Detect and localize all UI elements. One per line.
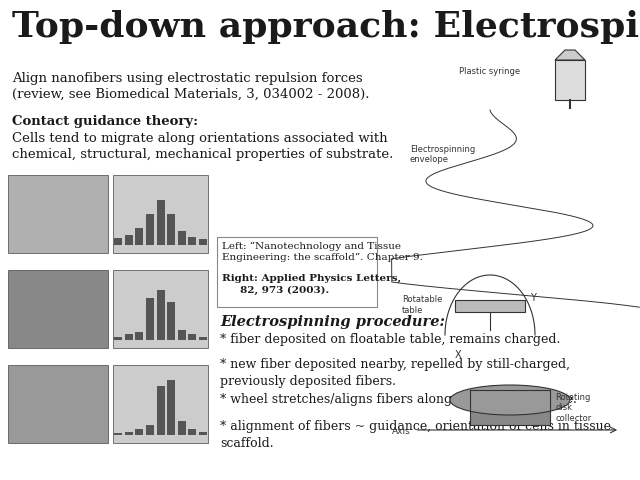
Bar bbox=[157, 200, 164, 245]
Bar bbox=[455, 300, 525, 312]
Text: Rotating
disk
collector: Rotating disk collector bbox=[555, 393, 591, 423]
Text: Y: Y bbox=[530, 293, 536, 303]
Text: Left: “Nanotechnology and Tissue
Engineering: the scaffold”. Chapter 9.: Left: “Nanotechnology and Tissue Enginee… bbox=[222, 242, 423, 262]
Bar bbox=[188, 335, 196, 340]
Text: (review, see Biomedical Materials, 3, 034002 - 2008).: (review, see Biomedical Materials, 3, 03… bbox=[12, 88, 369, 101]
Text: X: X bbox=[455, 350, 461, 360]
Bar bbox=[135, 332, 143, 340]
Text: 82, 973 (2003).: 82, 973 (2003). bbox=[222, 286, 329, 295]
Text: Cells tend to migrate along orientations associated with: Cells tend to migrate along orientations… bbox=[12, 132, 388, 145]
Text: * new fiber deposited nearby, repelled by still-charged,
previously deposited fi: * new fiber deposited nearby, repelled b… bbox=[220, 358, 570, 388]
Bar bbox=[146, 214, 154, 245]
Bar bbox=[555, 60, 585, 100]
Bar bbox=[114, 336, 122, 340]
Text: Top-down approach: Electrospinning: Top-down approach: Electrospinning bbox=[12, 10, 640, 45]
Bar bbox=[199, 240, 207, 245]
Bar bbox=[146, 424, 154, 435]
Text: Axis: Axis bbox=[392, 428, 411, 436]
Ellipse shape bbox=[450, 385, 570, 415]
Bar bbox=[199, 432, 207, 435]
Text: Align nanofibers using electrostatic repulsion forces: Align nanofibers using electrostatic rep… bbox=[12, 72, 363, 85]
Bar bbox=[178, 231, 186, 245]
Bar bbox=[8, 175, 108, 253]
Bar bbox=[188, 430, 196, 435]
Bar bbox=[146, 298, 154, 340]
Text: Right: Applied Physics Letters,: Right: Applied Physics Letters, bbox=[222, 274, 401, 283]
FancyBboxPatch shape bbox=[217, 237, 377, 307]
Bar bbox=[113, 175, 208, 253]
Text: Electrospinning procedure:: Electrospinning procedure: bbox=[220, 315, 445, 329]
Bar bbox=[125, 335, 132, 340]
Text: Rotatable
table: Rotatable table bbox=[402, 295, 442, 315]
Bar bbox=[125, 235, 132, 245]
Bar bbox=[167, 214, 175, 245]
Bar bbox=[125, 432, 132, 435]
Text: * fiber deposited on floatable table, remains charged.: * fiber deposited on floatable table, re… bbox=[220, 333, 561, 346]
Bar bbox=[8, 270, 108, 348]
Bar bbox=[157, 289, 164, 340]
Bar bbox=[157, 386, 164, 435]
Bar bbox=[135, 430, 143, 435]
Bar bbox=[178, 329, 186, 340]
Text: * wheel stretches/aligns fibers along deposition surface.: * wheel stretches/aligns fibers along de… bbox=[220, 393, 577, 406]
Bar bbox=[167, 380, 175, 435]
Bar bbox=[8, 365, 108, 443]
Bar bbox=[135, 228, 143, 245]
Bar bbox=[113, 270, 208, 348]
Bar bbox=[178, 421, 186, 435]
Bar bbox=[167, 301, 175, 340]
Bar bbox=[188, 237, 196, 245]
Text: Plastic syringe: Plastic syringe bbox=[459, 68, 520, 76]
Text: Contact guidance theory:: Contact guidance theory: bbox=[12, 115, 198, 128]
Bar bbox=[113, 365, 208, 443]
Text: * alignment of fibers ~ guidance, orientation of cells in tissue
scaffold.: * alignment of fibers ~ guidance, orient… bbox=[220, 420, 611, 450]
Text: chemical, structural, mechanical properties of substrate.: chemical, structural, mechanical propert… bbox=[12, 148, 394, 161]
Polygon shape bbox=[555, 50, 585, 60]
Bar bbox=[470, 390, 550, 425]
Bar bbox=[114, 433, 122, 435]
Bar bbox=[199, 336, 207, 340]
Bar bbox=[114, 238, 122, 245]
Text: Electrospinning
envelope: Electrospinning envelope bbox=[410, 145, 476, 164]
